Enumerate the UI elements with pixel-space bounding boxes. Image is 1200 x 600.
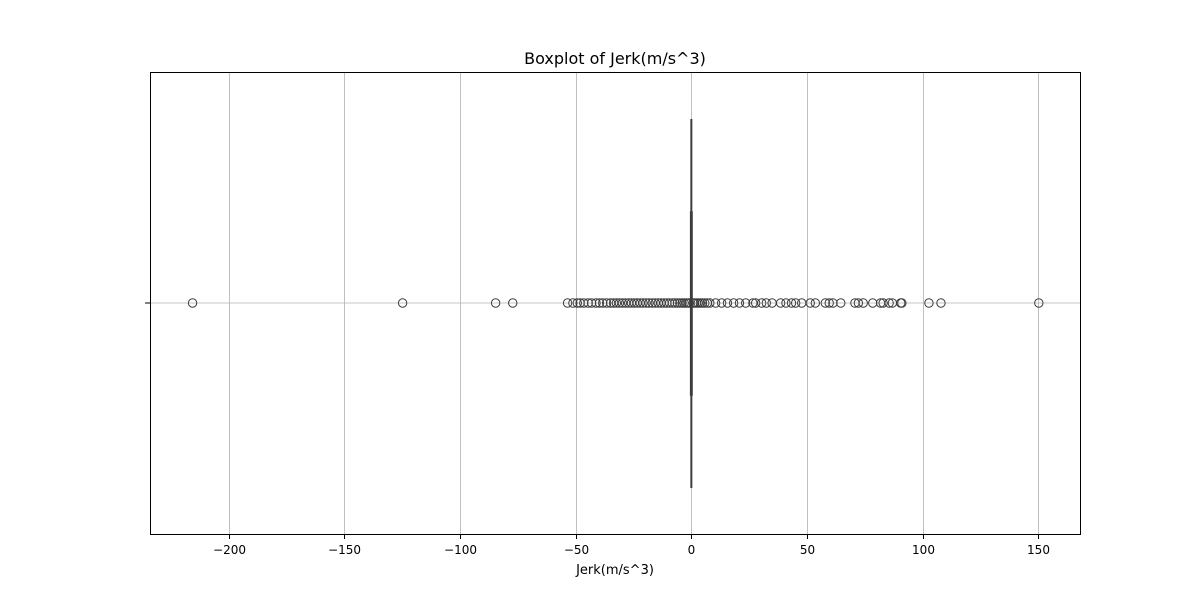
- outlier-point: [617, 298, 628, 308]
- outlier-point: [594, 298, 605, 308]
- outlier-point: [579, 298, 589, 308]
- outlier-point: [775, 298, 786, 308]
- outlier-point: [572, 298, 582, 308]
- outlier-point: [924, 298, 934, 308]
- outlier-point: [761, 298, 771, 308]
- outlier-point: [710, 298, 721, 308]
- outlier-point: [670, 298, 680, 308]
- outlier-point: [591, 298, 601, 308]
- outlier-point: [664, 298, 675, 308]
- x-tick-label: 100: [912, 543, 935, 557]
- outlier-point: [716, 298, 727, 308]
- x-tick-label: −150: [328, 543, 361, 557]
- outlier-point: [936, 298, 946, 308]
- outlier-point: [786, 298, 797, 308]
- x-tick-label: 50: [800, 543, 815, 557]
- outlier-point: [722, 298, 733, 308]
- outlier-point: [397, 298, 408, 308]
- outlier-point: [598, 298, 608, 308]
- outlier-point: [611, 298, 622, 308]
- x-axis-label: Jerk(m/s^3): [575, 563, 654, 578]
- outlier-points: [187, 298, 1044, 308]
- outlier-point: [490, 298, 501, 308]
- outlier-point: [700, 298, 710, 308]
- outlier-point: [741, 298, 751, 308]
- outlier-point: [828, 298, 838, 308]
- chart-title: Boxplot of Jerk(m/s^3): [524, 49, 706, 68]
- outlier-point: [836, 298, 846, 308]
- outlier-point: [853, 298, 864, 308]
- outlier-point: [638, 298, 648, 308]
- outlier-point: [705, 298, 715, 308]
- outlier-point: [697, 298, 708, 308]
- outlier-point: [562, 298, 573, 308]
- x-tick-label: 150: [1027, 543, 1050, 557]
- outlier-point: [614, 298, 625, 308]
- outlier-point: [750, 298, 761, 308]
- outlier-point: [858, 298, 868, 308]
- x-tick-label: −100: [444, 543, 477, 557]
- outlier-point: [820, 298, 830, 308]
- outlier-point: [684, 298, 694, 308]
- outlier-point: [884, 298, 894, 308]
- outlier-point: [1034, 298, 1044, 308]
- outlier-point: [187, 298, 198, 308]
- outlier-point: [568, 298, 578, 308]
- outlier-point: [824, 298, 834, 308]
- x-tick-label: −200: [213, 543, 246, 557]
- outlier-point: [756, 298, 767, 308]
- plot-frame: [150, 72, 1081, 535]
- outlier-point: [641, 298, 651, 308]
- x-tick-label: 0: [688, 543, 696, 557]
- outlier-point: [790, 298, 801, 308]
- x-tick-label: −50: [564, 543, 589, 557]
- outlier-point: [586, 298, 597, 308]
- outlier-point: [508, 298, 518, 308]
- outlier-point: [644, 298, 654, 308]
- outlier-point: [734, 298, 745, 308]
- outlier-point: [728, 298, 739, 308]
- outlier-point: [897, 298, 907, 308]
- outlier-point: [868, 298, 878, 308]
- outlier-point: [583, 298, 593, 308]
- outlier-point: [601, 298, 612, 308]
- outlier-point: [667, 298, 678, 308]
- outlier-point: [781, 298, 791, 308]
- outlier-point: [878, 298, 888, 308]
- x-axis-ticks: −200 −150 −100 −50 0 50 100 150: [213, 534, 1050, 557]
- outlier-point: [805, 298, 815, 308]
- outlier-point: [810, 298, 821, 308]
